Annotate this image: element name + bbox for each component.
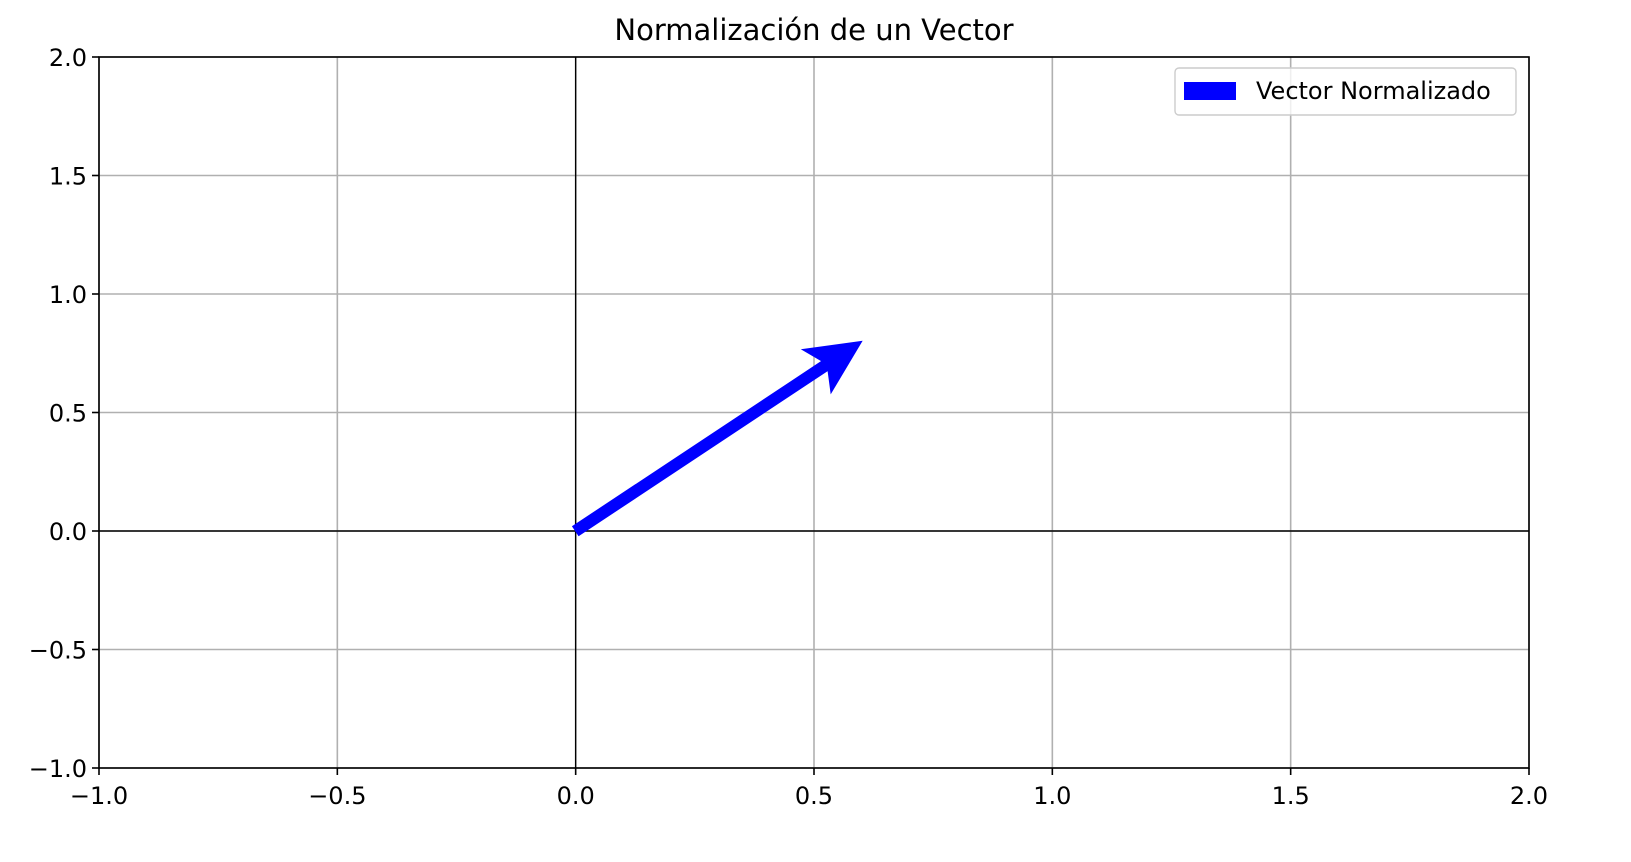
- x-tick-label: 2.0: [1510, 782, 1548, 810]
- chart-title: Normalización de un Vector: [614, 13, 1013, 47]
- y-tick-label: 0.5: [49, 400, 87, 428]
- y-tick-label: 1.0: [49, 281, 87, 309]
- vectors: [571, 340, 863, 537]
- y-axis-ticks: −1.0 −0.5 0.0 0.5 1.0 1.5 2.0: [29, 44, 99, 783]
- legend[interactable]: Vector Normalizado: [1174, 67, 1517, 116]
- x-tick-label: 0.0: [557, 782, 595, 810]
- legend-label: Vector Normalizado: [1256, 77, 1491, 105]
- reference-lines: [99, 57, 1529, 768]
- x-axis-ticks: −1.0 −0.5 0.0 0.5 1.0 1.5 2.0: [70, 768, 1548, 810]
- grid: [98, 56, 1530, 769]
- x-tick-label: −0.5: [308, 782, 366, 810]
- x-tick-label: 0.5: [795, 782, 833, 810]
- y-tick-label: 1.5: [49, 163, 87, 191]
- y-tick-label: 0.0: [49, 518, 87, 546]
- vector-arrow: [571, 340, 863, 537]
- x-tick-label: 1.5: [1272, 782, 1310, 810]
- legend-box: [1174, 67, 1517, 116]
- y-tick-label: −1.0: [29, 755, 87, 783]
- x-tick-label: 1.0: [1033, 782, 1071, 810]
- y-tick-label: −0.5: [29, 637, 87, 665]
- y-tick-label: 2.0: [49, 44, 87, 72]
- x-tick-label: −1.0: [70, 782, 128, 810]
- legend-swatch: [1184, 82, 1236, 100]
